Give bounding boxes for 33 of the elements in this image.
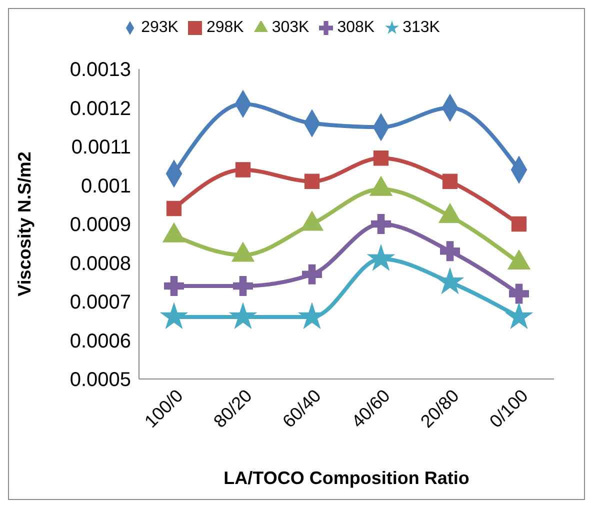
point xyxy=(164,276,184,296)
point xyxy=(368,245,394,270)
point xyxy=(233,276,253,296)
legend-label: 298K xyxy=(206,19,244,36)
legend-label: 313K xyxy=(402,19,440,36)
y-tick-label: 0.001 xyxy=(80,175,131,198)
y-tick-label: 0.0006 xyxy=(70,330,131,352)
y-tick-label: 0.0005 xyxy=(70,369,131,392)
point xyxy=(160,303,188,328)
y-tick-label: 0.0009 xyxy=(70,214,131,236)
point xyxy=(440,241,460,262)
point xyxy=(230,303,256,328)
point xyxy=(166,200,182,216)
y-tick-label: 0.0007 xyxy=(70,292,131,314)
y-tick-label: 0.0008 xyxy=(70,252,131,275)
point xyxy=(235,162,251,178)
point xyxy=(509,284,529,304)
point xyxy=(506,303,532,328)
legend-label: 303K xyxy=(272,19,310,36)
y-tick-label: 0.0012 xyxy=(70,98,131,120)
x-axis-title: LA/TOCO Composition Ratio xyxy=(224,468,470,488)
y-tick-label: 0.0013 xyxy=(70,59,131,82)
point xyxy=(371,214,391,234)
point xyxy=(511,216,527,232)
point xyxy=(436,268,464,294)
y-axis-title: Viscosity N.S/m2 xyxy=(14,152,34,296)
legend-label: 293K xyxy=(141,19,178,36)
point xyxy=(302,264,322,284)
point xyxy=(373,150,389,166)
legend-label: 308K xyxy=(337,19,375,36)
point xyxy=(442,174,458,189)
point xyxy=(304,174,320,189)
y-tick-label: 0.0011 xyxy=(71,136,131,159)
